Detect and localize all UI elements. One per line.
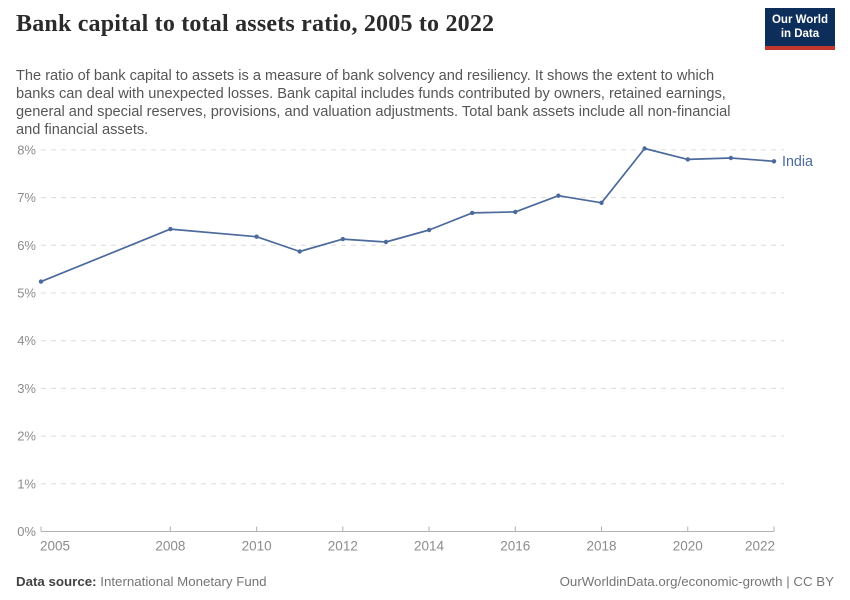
y-tick-label: 1% [17,476,36,491]
chart-footer: Data source: International Monetary Fund… [16,574,834,589]
x-tick-label: 2005 [40,539,70,554]
data-source-value: International Monetary Fund [100,574,267,589]
y-tick-label: 8% [17,142,36,157]
data-point [556,193,561,198]
data-source: Data source: International Monetary Fund [16,574,267,589]
y-tick-label: 2% [17,429,36,444]
owid-logo-line2: in Data [780,28,820,41]
data-point [297,249,302,254]
data-point [685,157,690,162]
x-tick-label: 2016 [500,539,530,554]
x-tick-label: 2020 [673,539,703,554]
series-line-india [40,147,775,283]
y-tick-label: 3% [17,381,36,396]
y-tick-label: 4% [17,333,36,348]
chart-subtitle: The ratio of bank capital to assets is a… [16,67,731,139]
data-point [383,239,389,245]
data-point [426,227,432,233]
x-tick-label: 2014 [414,539,445,554]
data-point [168,226,173,232]
y-tick-label: 7% [17,190,36,205]
series-label-india: India [782,154,813,170]
y-tick-label: 6% [17,238,36,253]
x-tick-label: 2018 [587,539,617,554]
x-tick-label: 2008 [155,539,185,554]
page-title: Bank capital to total assets ratio, 2005… [16,11,495,37]
data-source-label: Data source: [16,574,97,589]
data-point [340,236,345,242]
x-tick-label: 2010 [242,539,272,554]
y-tick-label: 0% [17,524,36,539]
x-tick-label: 2012 [328,539,358,554]
data-point [599,200,604,205]
data-point [254,234,259,239]
x-tick-label: 2022 [745,539,775,554]
data-point [470,210,475,216]
data-point [728,155,734,161]
data-point [771,159,777,164]
owid-logo-line1: Our World [771,14,828,26]
y-tick-label: 5% [17,286,36,301]
data-point [642,146,647,151]
data-point [38,279,44,284]
attribution: OurWorldinData.org/economic-growth | CC … [559,574,834,589]
data-point [513,209,518,215]
owid-logo: Our World in Data [764,8,835,50]
